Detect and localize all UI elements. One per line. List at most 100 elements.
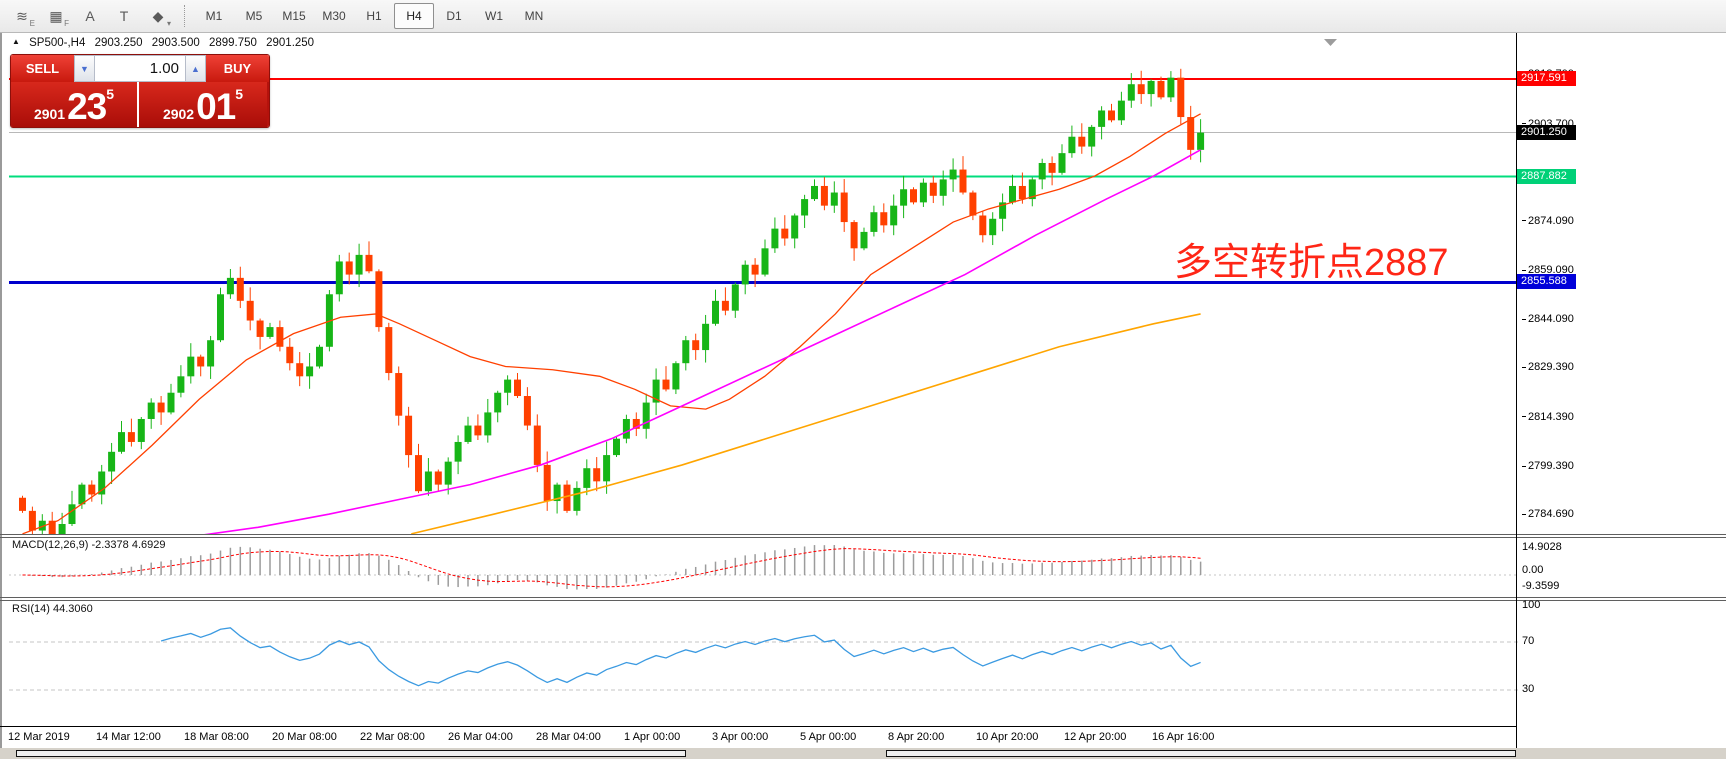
rsi-line: [160, 627, 1201, 687]
bid-price-display[interactable]: 2901 23 5: [11, 82, 139, 127]
volume-input[interactable]: [95, 55, 185, 82]
time-label-7: 28 Mar 04:00: [536, 731, 601, 743]
text-label-icon[interactable]: A: [74, 3, 106, 29]
macd-scale--9.3599: -9.3599: [1522, 580, 1560, 592]
rsi-scale-70: 70: [1522, 635, 1535, 647]
timeframe-button-w1[interactable]: W1: [485, 9, 503, 23]
macd-scale-14.9028: 14.9028: [1522, 541, 1562, 553]
chart-window: ▲ SP500-,H4 2903.250 2903.500 2899.750 2…: [0, 33, 1726, 759]
time-label-9: 3 Apr 00:00: [712, 731, 769, 743]
background-window-edge[interactable]: [16, 750, 686, 757]
bid-price-small: 2901: [33, 106, 66, 122]
time-label-4: 20 Mar 08:00: [272, 731, 337, 743]
chart-annotation-text[interactable]: 多空转折点2887: [1174, 242, 1449, 284]
symbol-period-label: SP500-,H4: [29, 37, 86, 49]
arrow-tools-icon-glyph: ◆: [152, 7, 164, 24]
time-label-6: 26 Mar 04:00: [448, 731, 513, 743]
time-label-5: 22 Mar 08:00: [360, 731, 425, 743]
fibonacci-grid-icon[interactable]: ▦ F: [40, 3, 72, 29]
toolbar-separator: [184, 5, 186, 27]
chart-title-bar: ▲ SP500-,H4 2903.250 2903.500 2899.750 2…: [12, 37, 320, 49]
ask-price-big: 01: [196, 86, 236, 127]
macd-panel-canvas[interactable]: [9, 537, 1518, 597]
timeframe-button-m1[interactable]: M1: [205, 9, 223, 23]
resistance-line-price-badge: 2917.591: [1517, 71, 1576, 86]
fibonacci-grid-icon-glyph: ▦: [49, 7, 63, 24]
ask-price-display[interactable]: 2902 01 5: [139, 82, 267, 127]
text-box-icon-glyph: T: [119, 8, 129, 24]
price-chart-canvas[interactable]: [9, 33, 1518, 534]
price-tick-2814.390: 2814.390: [1522, 411, 1574, 423]
volume-decrease-button[interactable]: ▼: [74, 55, 95, 82]
main-macd-separator-2: [0, 537, 1726, 538]
main-macd-separator[interactable]: [0, 534, 1726, 535]
trendline-tools-icon-glyph: ≋: [16, 7, 28, 24]
rsi-scale-30: 30: [1522, 683, 1535, 695]
arrow-tools-icon[interactable]: ◆ ▾: [142, 3, 174, 29]
trendline-tools-icon-sub: E: [29, 19, 35, 28]
ask-price-small: 2902: [162, 106, 195, 122]
timeframe-button-m5[interactable]: M5: [245, 9, 263, 23]
text-label-icon-glyph: A: [85, 8, 95, 24]
time-label-12: 10 Apr 20:00: [976, 731, 1039, 743]
time-label-3: 18 Mar 08:00: [184, 731, 249, 743]
top-toolbar: ≋ E ▦ F A T ◆ ▾ M1 M5 M15 M30 H1 H4 D1 W1 MN: [0, 0, 1726, 33]
draw-tools-group: ≋ E ▦ F A T ◆ ▾: [6, 3, 176, 29]
time-label-1: 12 Mar 2019: [8, 731, 70, 743]
time-label-2: 14 Mar 12:00: [96, 731, 161, 743]
scroll-to-end-marker: [1324, 39, 1337, 46]
collapse-icon[interactable]: ▲: [12, 37, 20, 46]
ma_mid-line: [204, 149, 1201, 534]
time-label-13: 12 Apr 20:00: [1064, 731, 1127, 743]
timeframe-button-mn[interactable]: MN: [524, 9, 544, 23]
macd-signal-line: [22, 548, 1201, 588]
timeframe-button-h1[interactable]: H1: [366, 9, 382, 23]
timeframe-group: M1 M5 M15 M30 H1 H4 D1 W1 MN: [194, 3, 554, 29]
ma_fast-line: [22, 113, 1201, 534]
macd-rsi-separator-2: [0, 600, 1726, 601]
bid-price-sup: 5: [106, 86, 115, 102]
price-tick-2859.090: 2859.090: [1522, 264, 1574, 276]
ohlc-close: 2901.250: [266, 37, 315, 49]
ohlc-high: 2903.500: [151, 37, 200, 49]
macd-indicator-label: MACD(12,26,9) -2.3378 4.6929: [12, 539, 166, 551]
price-scale-border: [1516, 33, 1517, 748]
timeframe-button-m15[interactable]: M15: [282, 9, 306, 23]
buy-button[interactable]: BUY: [206, 55, 269, 82]
timeframe-button-h4[interactable]: H4: [394, 3, 434, 29]
sell-button[interactable]: SELL: [11, 55, 74, 82]
one-click-trading-panel: SELL ▼ ▲ BUY 2901 23 5 2902 01 5: [10, 54, 270, 128]
ma_slow-line: [411, 313, 1201, 534]
background-window-edge-2[interactable]: [886, 750, 1516, 757]
pivot-line-price-badge: 2887.882: [1517, 168, 1576, 184]
trendline-tools-icon[interactable]: ≋ E: [6, 3, 38, 29]
ohlc-open: 2903.250: [94, 37, 143, 49]
text-box-icon[interactable]: T: [108, 3, 140, 29]
timeframe-button-d1[interactable]: D1: [446, 9, 462, 23]
price-tick-2799.390: 2799.390: [1522, 460, 1574, 472]
rsi-panel-canvas[interactable]: [9, 600, 1518, 726]
fibonacci-grid-icon-sub: F: [64, 19, 69, 28]
price-tick-2784.690: 2784.690: [1522, 508, 1574, 520]
price-tick-2874.090: 2874.090: [1522, 215, 1574, 227]
ohlc-low: 2899.750: [208, 37, 257, 49]
time-label-8: 1 Apr 00:00: [624, 731, 681, 743]
macd-rsi-separator[interactable]: [0, 597, 1726, 598]
timeframe-button-m30[interactable]: M30: [322, 9, 346, 23]
price-tick-2829.390: 2829.390: [1522, 361, 1574, 373]
current-price-badge: 2901.250: [1517, 124, 1576, 140]
bid-price-big: 23: [67, 86, 107, 127]
rsi-indicator-label: RSI(14) 44.3060: [12, 603, 93, 615]
arrow-tools-icon-sub: ▾: [166, 19, 171, 28]
time-label-11: 8 Apr 20:00: [888, 731, 945, 743]
volume-increase-button[interactable]: ▲: [185, 55, 206, 82]
time-label-14: 16 Apr 16:00: [1152, 731, 1215, 743]
macd-scale-0.00: 0.00: [1522, 564, 1544, 576]
tiled-windows-strip: [0, 748, 1726, 759]
ask-price-sup: 5: [235, 86, 244, 102]
time-axis-border: [0, 726, 1516, 727]
time-label-10: 5 Apr 00:00: [800, 731, 857, 743]
price-tick-2844.090: 2844.090: [1522, 313, 1574, 325]
support-line-price-badge: 2855.588: [1517, 274, 1576, 290]
